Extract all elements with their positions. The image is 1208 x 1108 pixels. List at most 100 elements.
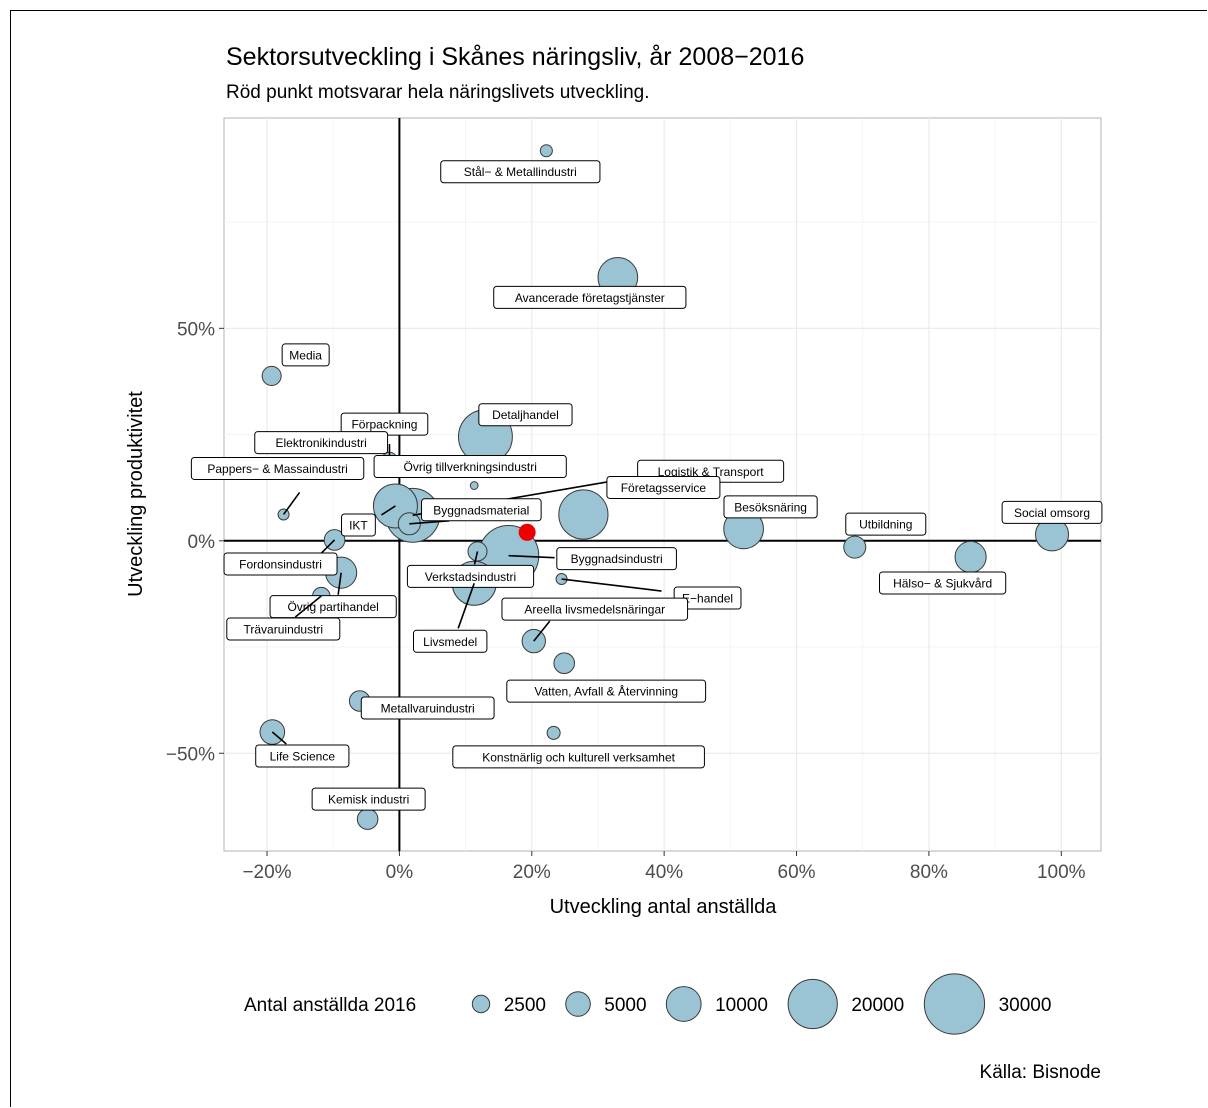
point-label: Elektronikindustri	[275, 436, 366, 450]
point-label: Trävaruindustri	[244, 623, 324, 637]
legend-key	[665, 986, 702, 1022]
point-label-box	[606, 475, 721, 499]
x-tick-label: 20%	[513, 862, 551, 883]
legend-label: 2500	[504, 995, 546, 1016]
point-label: Hälso− & Sjukvård	[893, 576, 992, 590]
point-label: E−handel	[682, 592, 733, 606]
point-label-box	[255, 744, 350, 768]
point-label: Vatten, Avfall & Återvinning	[534, 684, 678, 699]
point-label: Detaljhandel	[492, 408, 559, 422]
x-tick-label: 40%	[645, 862, 683, 883]
point-label-box	[421, 498, 542, 522]
y-tick-label: 50%	[177, 319, 215, 340]
point-label-box	[360, 696, 495, 720]
legend-title: Antal anställda 2016	[244, 995, 416, 1016]
label-leader-line	[294, 595, 322, 618]
point-label-box	[373, 455, 567, 479]
label-leader-line	[271, 731, 287, 745]
x-tick-label: 100%	[1037, 862, 1086, 883]
legend-key	[923, 973, 986, 1035]
point-label-box	[501, 597, 689, 621]
point-label-box	[341, 513, 376, 537]
bubble-point	[558, 489, 609, 540]
point-label: Media	[289, 348, 322, 362]
chart-title: Sektorsutveckling i Skånes näringsliv, å…	[226, 43, 804, 71]
chart: Sektorsutveckling i Skånes näringsliv, å…	[125, 43, 1103, 1083]
point-label-box	[412, 629, 488, 653]
x-tick-label: 80%	[910, 862, 948, 883]
point-label: Logistik & Transport	[658, 465, 765, 479]
point-label: Avancerade företagstjänster	[515, 291, 665, 305]
point-label-box	[190, 456, 365, 480]
x-tick-label: −20%	[242, 862, 291, 883]
label-leader-line	[508, 554, 555, 559]
x-axis-title: Utveckling antal anställda	[550, 896, 778, 918]
label-leader-line	[561, 578, 662, 592]
legend-label: 30000	[999, 995, 1052, 1016]
point-labels: Stål− & Metallindustri Avancerade företag…	[190, 160, 1103, 811]
point-label: Besöksnäring	[734, 500, 807, 514]
label-leader-line	[282, 491, 301, 515]
point-label-box	[506, 679, 707, 703]
point-label: Life Science	[270, 750, 336, 764]
point-label: IKT	[349, 518, 368, 532]
caption-source: Källa: Bisnode	[980, 1062, 1101, 1083]
bubble-point	[356, 808, 379, 830]
point-label-box	[493, 285, 687, 309]
x-tick-label: 60%	[778, 862, 816, 883]
point-label: Livsmedel	[423, 635, 477, 649]
legend: Antal anställda 2016 2500 5000 10000 20000 3…	[244, 973, 1052, 1035]
y-axis-ticks: −50% 0% 50%	[166, 319, 224, 765]
y-tick-label: −50%	[166, 744, 215, 765]
label-leader-line	[319, 539, 336, 555]
point-label: Företagsservice	[621, 481, 707, 495]
point-label-box	[723, 495, 818, 519]
bubble-point	[546, 725, 561, 740]
point-label-box	[281, 343, 330, 367]
point-label-box	[223, 552, 338, 576]
point-label-box	[452, 745, 705, 769]
point-label: Areella livsmedelsnäringar	[524, 603, 665, 617]
label-leader-line	[533, 620, 551, 642]
point-label-box	[254, 431, 389, 455]
point-label: Utbildning	[859, 518, 912, 532]
bubble-point	[467, 541, 488, 562]
point-label: Byggnadsmaterial	[433, 503, 529, 517]
chart-subtitle: Röd punkt motsvarar hela näringslivets u…	[226, 82, 649, 103]
point-label-box	[311, 787, 426, 811]
x-axis-ticks: −20% 0% 20% 40% 60% 80% 100%	[242, 851, 1086, 883]
label-leader-line	[380, 505, 396, 516]
point-label-box	[1001, 500, 1103, 524]
label-leader-line	[337, 572, 342, 595]
bubble-point	[553, 652, 576, 674]
point-label: Kemisk industri	[328, 793, 409, 807]
y-axis-title: Utveckling produktivitet	[125, 391, 147, 597]
point-label: Fordonsindustri	[239, 557, 322, 571]
point-label: Pappers− & Massaindustri	[207, 462, 347, 476]
point-label-box	[879, 571, 1007, 595]
point-label: Stål− & Metallindustri	[464, 165, 577, 179]
highlight-point	[518, 523, 536, 541]
legend-label: 10000	[715, 995, 768, 1016]
plot-panel: Stål− & Metallindustri Avancerade företag…	[190, 117, 1103, 852]
point-label: Verkstadsindustri	[425, 570, 516, 584]
bubble-point	[954, 540, 987, 574]
bubble-point	[539, 144, 553, 158]
point-label: Övrig tillverkningsindustri	[403, 460, 536, 474]
point-label-box	[845, 512, 927, 536]
point-label-box	[226, 617, 341, 641]
label-leader-line	[473, 551, 479, 565]
point-label: Övrig partihandel	[287, 600, 378, 614]
label-leader-line	[457, 583, 475, 629]
figure: Sektorsutveckling i Skånes näringsliv, å…	[10, 10, 1207, 1107]
legend-label: 5000	[604, 995, 646, 1016]
point-label: Social omsorg	[1014, 506, 1090, 520]
point-label-box	[406, 564, 535, 588]
point-label: Byggnadsindustri	[571, 552, 663, 566]
bubble-point	[843, 535, 867, 559]
legend-key	[471, 994, 491, 1014]
bubble-point	[261, 365, 282, 386]
y-tick-label: 0%	[188, 532, 216, 553]
x-tick-label: 0%	[386, 862, 414, 883]
point-label: Förpackning	[351, 418, 417, 432]
